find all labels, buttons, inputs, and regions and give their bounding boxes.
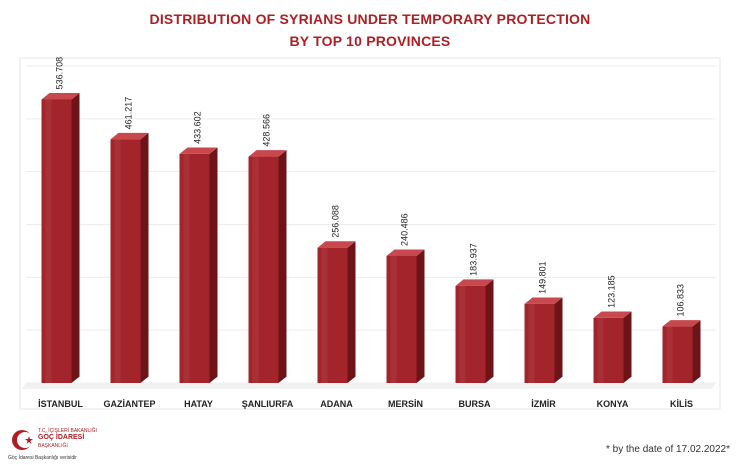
bar-top	[248, 150, 287, 157]
footnote: * by the date of 17.02.2022*	[606, 444, 730, 455]
bar-front	[662, 326, 693, 383]
value-label: 240.486	[400, 213, 410, 246]
bar-side	[347, 241, 356, 383]
value-label: 106.833	[676, 284, 686, 317]
bar-front	[455, 285, 486, 383]
bar-highlight	[321, 247, 328, 383]
category-label: ADANA	[320, 399, 353, 409]
bar	[317, 241, 356, 383]
bar-front	[524, 303, 555, 383]
value-label: 433.602	[193, 111, 203, 144]
bar	[662, 320, 701, 383]
bar-side	[554, 297, 563, 383]
category-label: HATAY	[184, 399, 213, 409]
logo: T.C. İÇİŞLERİ BAKANLIĞI GÖÇ İDARESİ BAŞK…	[8, 425, 103, 463]
bar-top	[110, 132, 149, 140]
bar-side	[140, 132, 149, 383]
value-label: 428.566	[262, 114, 272, 147]
category-label: İZMİR	[531, 399, 556, 409]
bar-highlight	[183, 153, 190, 383]
category-label: GAZİANTEP	[103, 399, 155, 409]
value-label: 183.937	[469, 243, 479, 276]
bar-highlight	[114, 139, 121, 383]
bar	[524, 297, 563, 383]
bar-side	[71, 93, 80, 383]
value-label: 123.185	[607, 275, 617, 308]
bar-highlight	[390, 255, 397, 383]
bar-highlight	[45, 99, 52, 383]
bar-side	[209, 147, 218, 383]
bar-top	[386, 249, 425, 256]
category-label: İSTANBUL	[38, 399, 83, 409]
category-label: KONYA	[597, 399, 629, 409]
bar-front	[179, 153, 210, 383]
category-label: MERSİN	[388, 399, 423, 409]
bar-side	[485, 279, 494, 383]
bar-front	[41, 99, 72, 383]
bar-front	[110, 139, 141, 383]
bar-top	[41, 93, 80, 100]
category-label: KİLİS	[670, 399, 693, 409]
bar	[593, 311, 632, 383]
bar-top	[179, 147, 218, 154]
bar-highlight	[459, 285, 466, 383]
bar	[386, 249, 425, 383]
bar-top	[524, 297, 563, 304]
bar-side	[623, 311, 632, 383]
bar-front	[386, 255, 417, 383]
logo-line-2: BAŞKANLIĞI	[38, 443, 68, 449]
bar	[248, 150, 287, 383]
bar-top	[317, 241, 356, 248]
bar-front	[317, 247, 348, 383]
crescent-star-icon	[12, 430, 33, 450]
bar-side	[692, 320, 701, 383]
bar-top	[455, 279, 494, 286]
bar-side	[278, 150, 287, 383]
bar-front	[593, 317, 624, 383]
chart-title-line-2: BY TOP 10 PROVINCES	[289, 33, 451, 49]
bar-highlight	[597, 317, 604, 383]
category-label: BURSA	[458, 399, 491, 409]
bar	[110, 132, 149, 383]
bar	[455, 279, 494, 383]
chart-title: DISTRIBUTION OF SYRIANS UNDER TEMPORARY …	[0, 8, 740, 52]
bar-highlight	[252, 156, 259, 383]
plot-frame	[19, 57, 721, 410]
value-label: 461.217	[124, 97, 134, 130]
logo-caption: Göç İdaresi Başkanlığı verisidir	[8, 455, 77, 461]
value-label: 536.708	[55, 57, 65, 90]
bar	[41, 93, 80, 383]
bar-highlight	[528, 303, 535, 383]
bar-top	[662, 320, 701, 327]
bar-front	[248, 156, 279, 383]
bar-side	[416, 249, 425, 383]
value-label: 149.801	[538, 261, 548, 294]
bar-highlight	[666, 326, 673, 383]
category-label: ŞANLIURFA	[242, 399, 294, 409]
value-label: 256.088	[331, 205, 341, 238]
logo-line-1: T.C. İÇİŞLERİ BAKANLIĞI	[38, 428, 97, 434]
bar-top	[593, 311, 632, 318]
chart-floor	[22, 383, 716, 389]
bar	[179, 147, 218, 383]
chart-title-line-1: DISTRIBUTION OF SYRIANS UNDER TEMPORARY …	[149, 11, 591, 27]
logo-brand: GÖÇ İDARESİ	[38, 434, 85, 441]
